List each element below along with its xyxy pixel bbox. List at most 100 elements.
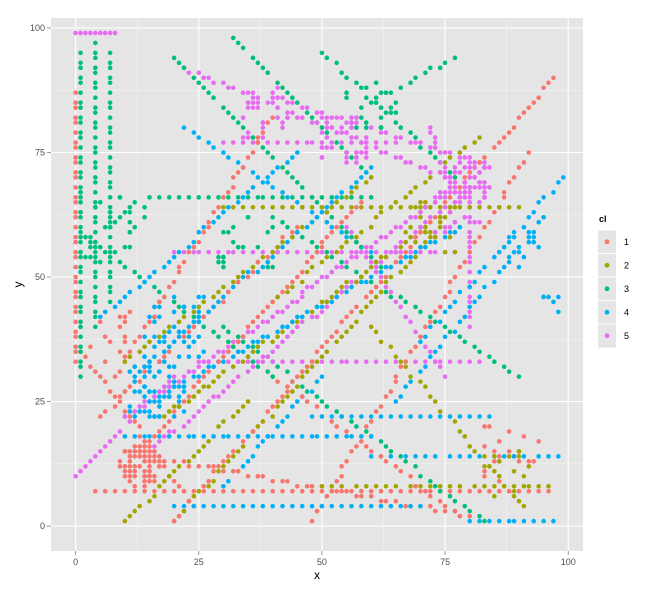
data-point-cl-2 (137, 349, 142, 355)
data-point-cl-5 (250, 100, 256, 105)
data-point-cl-1 (531, 100, 537, 105)
data-point-cl-4 (359, 414, 364, 419)
data-point-cl-4 (161, 394, 167, 399)
data-point-cl-5 (373, 249, 379, 255)
data-point-cl-5 (378, 234, 384, 240)
data-point-cl-5 (285, 110, 290, 115)
data-point-cl-1 (388, 389, 394, 394)
data-point-cl-2 (280, 329, 285, 335)
data-point-cl-2 (275, 294, 280, 300)
data-point-cl-5 (467, 219, 473, 225)
data-point-cl-3 (88, 254, 93, 260)
data-point-cl-2 (181, 508, 187, 514)
data-point-cl-1 (393, 498, 399, 504)
data-point-cl-1 (152, 478, 157, 484)
data-point-cl-2 (250, 264, 256, 270)
data-point-cl-2 (403, 264, 408, 270)
data-point-cl-5 (260, 125, 266, 130)
data-point-cl-4 (166, 394, 172, 399)
data-point-cl-4 (526, 214, 532, 220)
data-point-cl-4 (442, 309, 448, 315)
data-point-cl-1 (73, 349, 78, 355)
data-point-cl-1 (418, 488, 423, 494)
data-point-cl-1 (423, 324, 428, 330)
data-point-cl-2 (373, 329, 379, 335)
data-point-cl-1 (235, 339, 241, 345)
data-point-cl-1 (299, 488, 305, 494)
data-point-cl-3 (418, 309, 423, 315)
data-point-cl-4 (477, 518, 482, 524)
data-point-cl-5 (393, 359, 399, 365)
data-point-cl-4 (171, 379, 177, 384)
data-point-cl-5 (339, 130, 344, 135)
data-point-cl-4 (240, 195, 246, 200)
data-point-cl-2 (161, 329, 167, 335)
data-point-cl-2 (423, 384, 428, 389)
data-point-cl-5 (398, 239, 404, 245)
data-point-cl-4 (166, 344, 172, 350)
data-point-cl-4 (487, 414, 492, 419)
data-point-cl-1 (206, 224, 211, 230)
data-point-cl-3 (265, 229, 271, 235)
data-point-cl-1 (73, 175, 78, 180)
data-point-cl-5 (349, 120, 354, 125)
data-point-cl-2 (230, 279, 236, 285)
data-point-cl-3 (93, 125, 98, 130)
data-point-cl-2 (230, 364, 236, 369)
data-point-cl-4 (521, 254, 527, 260)
data-point-cl-4 (423, 364, 428, 369)
data-point-cl-4 (349, 284, 354, 290)
data-point-cl-2 (413, 254, 418, 260)
data-point-cl-3 (427, 65, 433, 71)
data-point-cl-5 (250, 90, 256, 96)
data-point-cl-1 (171, 488, 177, 494)
data-point-cl-5 (304, 284, 310, 290)
data-point-cl-5 (176, 379, 182, 384)
data-point-cl-5 (107, 30, 113, 36)
data-point-cl-5 (240, 135, 246, 140)
data-point-cl-5 (467, 155, 473, 160)
data-point-cl-5 (467, 200, 473, 205)
data-point-cl-1 (329, 334, 335, 340)
data-point-cl-3 (265, 70, 271, 76)
data-point-cl-3 (265, 150, 271, 155)
data-point-cl-5 (393, 155, 399, 160)
data-point-cl-1 (526, 488, 532, 494)
data-point-cl-3 (176, 195, 182, 200)
data-point-cl-4 (152, 304, 157, 310)
data-point-cl-1 (216, 359, 221, 365)
data-point-cl-1 (73, 115, 78, 120)
data-point-cl-3 (516, 374, 522, 379)
data-point-cl-1 (196, 464, 202, 469)
data-point-cl-1 (211, 488, 216, 494)
data-point-cl-4 (201, 224, 207, 230)
data-point-cl-1 (487, 219, 492, 225)
data-point-cl-3 (304, 389, 310, 394)
data-point-cl-3 (290, 95, 295, 101)
data-point-cl-3 (93, 95, 98, 101)
data-point-cl-4 (240, 503, 246, 509)
data-point-cl-3 (472, 344, 477, 350)
data-point-cl-2 (526, 483, 532, 489)
data-point-cl-4 (501, 264, 507, 270)
data-point-cl-4 (171, 384, 177, 389)
data-point-cl-4 (147, 364, 152, 369)
data-point-cl-4 (230, 354, 236, 360)
data-point-cl-4 (157, 304, 162, 310)
data-point-cl-1 (363, 424, 369, 429)
data-point-cl-4 (556, 294, 561, 300)
data-point-cl-3 (492, 359, 497, 365)
data-point-cl-1 (73, 120, 78, 125)
data-point-cl-3 (447, 170, 453, 175)
data-point-cl-2 (408, 483, 413, 489)
data-point-cl-4 (546, 454, 551, 459)
data-point-cl-5 (329, 249, 335, 255)
data-point-cl-2 (280, 399, 285, 404)
data-point-cl-4 (452, 329, 458, 335)
data-point-cl-4 (152, 344, 157, 350)
data-point-cl-1 (147, 444, 152, 449)
data-point-cl-3 (107, 244, 113, 250)
data-point-cl-1 (122, 314, 128, 320)
data-point-cl-1 (196, 379, 202, 384)
